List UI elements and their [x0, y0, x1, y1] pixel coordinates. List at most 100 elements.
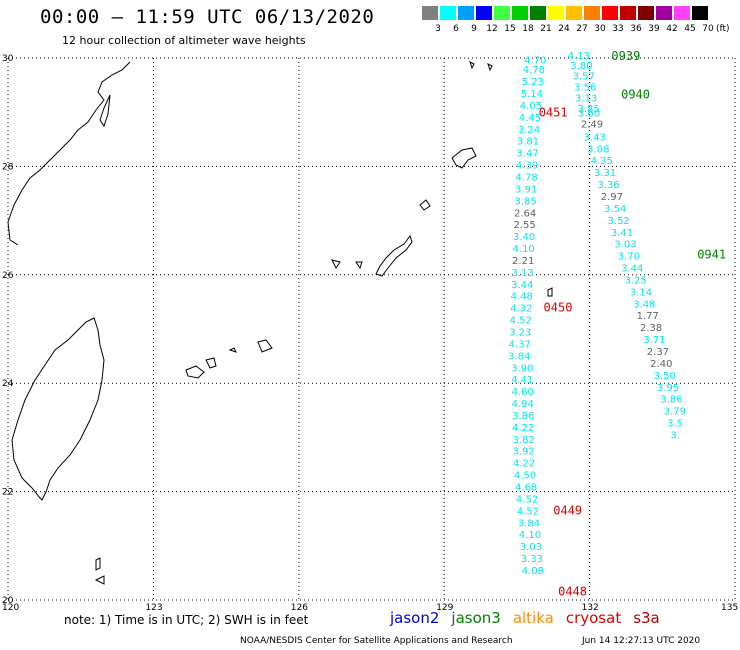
swh-value: 4.32: [510, 304, 532, 315]
legend-swatch: [656, 6, 672, 20]
latitude-label: 24: [2, 379, 14, 389]
swh-value: 3.81: [517, 137, 539, 148]
legend-swatch: [638, 6, 654, 20]
longitude-label: 120: [2, 603, 19, 613]
altimeter-tracks: 4.704.785.235.144.054.453.243.813.474.39…: [508, 51, 686, 577]
satellite-name: jason3: [451, 609, 501, 627]
chart-title: 00:00 – 11:59 UTC 06/13/2020: [40, 6, 375, 28]
legend-swatch: [422, 6, 438, 20]
latitude-label: 20: [2, 596, 14, 606]
legend-swatch: [512, 6, 528, 20]
island-iriomote: [205, 357, 217, 369]
map-grid: [7, 57, 736, 601]
longitude-label: 132: [582, 603, 599, 613]
swh-value: 3.82: [513, 435, 535, 446]
swh-value: 4.45: [519, 113, 541, 124]
swh-value: 4.78: [523, 65, 545, 76]
swh-value: 4.70: [524, 55, 546, 66]
swh-value: 3.23: [509, 328, 531, 339]
legend-swatch: [620, 6, 636, 20]
legend-swatch: [458, 6, 474, 20]
island-babuyan: [94, 575, 105, 585]
swh-value: 3.54: [604, 204, 626, 215]
swh-value: 3.24: [518, 125, 540, 136]
legend-label: 24: [558, 24, 570, 34]
swh-value: 2.55: [514, 220, 536, 231]
swh-value: 2.49: [581, 119, 603, 130]
swh-value: 3.14: [630, 287, 652, 298]
island-yonaguni: [228, 347, 237, 353]
swh-value: 3.25: [624, 275, 646, 286]
satellite-name: altika: [512, 609, 554, 627]
longitude-label: 129: [436, 603, 453, 613]
legend-swatch: [584, 6, 600, 20]
swh-value: 3.57: [573, 72, 595, 83]
kyushu-coastline: [7, 61, 131, 246]
satellite-name: cryosat: [565, 609, 622, 627]
legend-label: 39: [648, 24, 660, 34]
longitude-label: 123: [145, 603, 162, 613]
taiwan-coastline: [11, 317, 105, 501]
swh-value: 3.44: [621, 264, 643, 275]
island-okinawa: [375, 234, 413, 277]
swh-value: 4.22: [513, 459, 535, 470]
swh-value: 2.97: [601, 192, 623, 203]
swh-value: 3.33: [521, 554, 543, 565]
swh-value: 3.79: [664, 407, 686, 418]
swh-value: 3.80: [570, 61, 592, 72]
island-far-2: [469, 61, 475, 70]
latitude-label: 30: [2, 54, 14, 64]
longitude-label: 135: [721, 603, 738, 613]
legend-swatch: [602, 6, 618, 20]
swh-value: 3.95: [657, 383, 679, 394]
latitude-label: 22: [2, 488, 13, 498]
swh-value: 3.08: [587, 144, 609, 155]
swh-value: 3.13: [575, 93, 597, 104]
pass-time-label: 0940: [621, 88, 650, 102]
footnote: note: 1) Time is in UTC; 2) SWH is in fe…: [64, 613, 309, 627]
swh-value: 3.86: [660, 395, 682, 406]
pass-time-label: 0941: [697, 248, 726, 262]
swh-value: 3.84: [508, 351, 530, 362]
legend-label: 15: [504, 24, 516, 34]
pass-time-label: 0449: [553, 503, 582, 517]
legend-swatch: [476, 6, 492, 20]
satellite-name: jason2: [390, 609, 440, 627]
swh-value: 4.48: [511, 292, 533, 303]
swh-value: 3.03: [614, 240, 636, 251]
legend-label: 27: [576, 24, 588, 34]
swh-value: 3.92: [513, 447, 535, 458]
legend-label: 6: [453, 24, 459, 34]
legend-swatch: [566, 6, 582, 20]
swh-value: 4.13: [568, 51, 590, 62]
legend-label: 36: [630, 24, 642, 34]
legend-label: 21: [540, 24, 552, 34]
legend-label: 12: [486, 24, 498, 34]
swh-value: 3.31: [594, 168, 616, 179]
swh-value: 3.50: [654, 371, 676, 382]
swh-value: 2.21: [512, 256, 534, 267]
swh-value: 4.60: [512, 387, 534, 398]
swh-value: 4.52: [516, 494, 538, 505]
swh-value: 3.52: [608, 216, 630, 227]
legend-swatch: [494, 6, 510, 20]
swh-value: 3.44: [511, 280, 533, 291]
swh-value: 3.84: [518, 518, 540, 529]
swh-value: 5.14: [521, 89, 543, 100]
satellite-legend: jason2 jason3 altika cryosat s3a: [390, 609, 672, 627]
legend-label: 30: [594, 24, 606, 34]
swh-value: 3.36: [597, 180, 619, 191]
legend-unit: (ft): [716, 24, 730, 34]
swh-value: 1.77: [637, 311, 659, 322]
chart-subtitle: 12 hour collection of altimeter wave hei…: [62, 34, 306, 47]
legend-swatch: [692, 6, 708, 20]
swh-value: 4.10: [513, 244, 535, 255]
generation-timestamp: Jun 14 12:27:13 UTC 2020: [582, 636, 701, 646]
longitude-label: 126: [291, 603, 308, 613]
swh-value: 3.71: [643, 335, 665, 346]
legend-swatch: [674, 6, 690, 20]
island-miyako: [257, 339, 273, 353]
island-batanes: [95, 557, 101, 571]
legend-label: 33: [612, 24, 624, 34]
